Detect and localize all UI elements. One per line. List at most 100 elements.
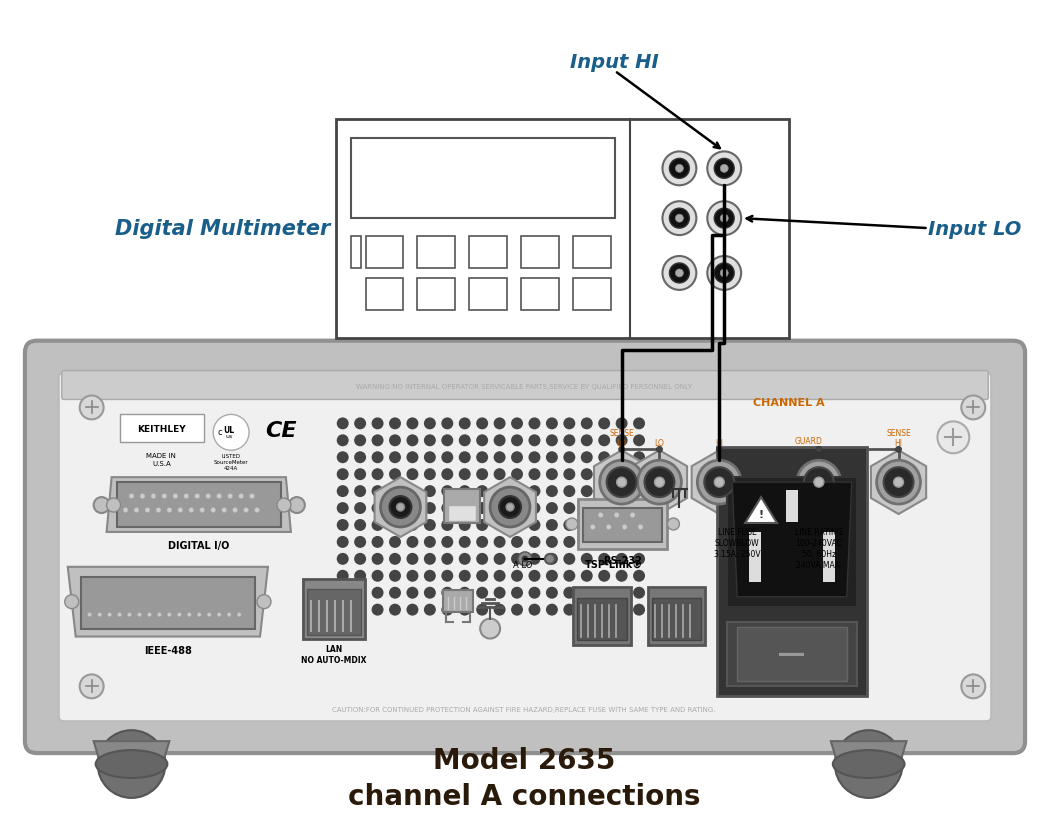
Circle shape — [441, 536, 454, 548]
Circle shape — [518, 552, 532, 566]
Circle shape — [213, 415, 249, 450]
Circle shape — [88, 613, 91, 617]
Polygon shape — [692, 450, 747, 514]
Circle shape — [407, 587, 418, 599]
Circle shape — [389, 570, 401, 582]
Circle shape — [372, 587, 384, 599]
Bar — [573, 587, 631, 645]
Circle shape — [581, 536, 593, 548]
Circle shape — [511, 435, 523, 446]
Circle shape — [354, 486, 366, 497]
Circle shape — [720, 269, 728, 278]
Circle shape — [528, 604, 541, 616]
Circle shape — [598, 452, 610, 464]
Circle shape — [372, 553, 384, 565]
Circle shape — [675, 215, 683, 223]
Circle shape — [581, 604, 593, 616]
Circle shape — [564, 435, 575, 446]
Circle shape — [93, 497, 110, 514]
Circle shape — [233, 508, 238, 513]
Circle shape — [581, 486, 593, 497]
Circle shape — [716, 446, 722, 453]
Circle shape — [217, 613, 221, 617]
Circle shape — [249, 494, 255, 499]
Circle shape — [615, 502, 628, 514]
Circle shape — [255, 508, 260, 513]
FancyBboxPatch shape — [62, 371, 988, 400]
Circle shape — [389, 486, 401, 497]
Circle shape — [546, 452, 558, 464]
Circle shape — [511, 536, 523, 548]
Circle shape — [389, 502, 401, 514]
Circle shape — [546, 468, 558, 481]
Circle shape — [522, 556, 528, 562]
Circle shape — [564, 452, 575, 464]
Circle shape — [615, 604, 628, 616]
Circle shape — [528, 587, 541, 599]
Circle shape — [511, 587, 523, 599]
Bar — [583, 509, 662, 542]
Circle shape — [336, 536, 349, 548]
Circle shape — [494, 536, 505, 548]
Circle shape — [499, 496, 521, 518]
Circle shape — [441, 452, 454, 464]
Circle shape — [476, 435, 488, 446]
Bar — [449, 505, 476, 522]
Bar — [366, 278, 403, 310]
Circle shape — [590, 525, 595, 530]
Circle shape — [662, 256, 696, 291]
Circle shape — [441, 587, 454, 599]
Circle shape — [615, 553, 628, 565]
Bar — [648, 587, 705, 645]
Circle shape — [675, 269, 683, 278]
Circle shape — [407, 418, 418, 430]
Circle shape — [459, 468, 471, 481]
Bar — [303, 579, 365, 639]
Circle shape — [476, 418, 488, 430]
Circle shape — [423, 553, 436, 565]
Circle shape — [289, 497, 305, 514]
Circle shape — [564, 587, 575, 599]
Circle shape — [598, 435, 610, 446]
Circle shape — [476, 536, 488, 548]
Circle shape — [80, 675, 104, 699]
Circle shape — [205, 494, 211, 499]
Circle shape — [494, 570, 505, 582]
Circle shape — [156, 508, 161, 513]
Circle shape — [707, 202, 741, 236]
Circle shape — [336, 570, 349, 582]
Circle shape — [638, 525, 643, 530]
Circle shape — [655, 477, 664, 487]
Circle shape — [336, 468, 349, 481]
Text: Digital Multimeter: Digital Multimeter — [115, 219, 331, 239]
Circle shape — [459, 519, 471, 532]
Circle shape — [423, 468, 436, 481]
Text: UL: UL — [223, 425, 235, 434]
Bar — [577, 500, 668, 550]
Circle shape — [662, 152, 696, 186]
Circle shape — [372, 536, 384, 548]
Circle shape — [506, 504, 514, 511]
Circle shape — [961, 675, 985, 699]
Circle shape — [200, 508, 204, 513]
Bar — [727, 477, 856, 607]
Bar — [521, 278, 559, 310]
Circle shape — [336, 452, 349, 464]
Text: Input HI: Input HI — [570, 52, 659, 71]
Circle shape — [614, 513, 619, 518]
Text: ―: ― — [780, 642, 805, 666]
Bar — [573, 237, 611, 269]
Bar — [366, 237, 403, 269]
Circle shape — [354, 553, 366, 565]
Circle shape — [511, 519, 523, 532]
Circle shape — [633, 452, 645, 464]
Circle shape — [423, 452, 436, 464]
Circle shape — [195, 494, 200, 499]
Circle shape — [598, 604, 610, 616]
Circle shape — [480, 619, 500, 639]
Circle shape — [372, 468, 384, 481]
Ellipse shape — [95, 750, 168, 778]
Circle shape — [528, 486, 541, 497]
Circle shape — [243, 508, 248, 513]
Text: us: us — [225, 433, 233, 438]
